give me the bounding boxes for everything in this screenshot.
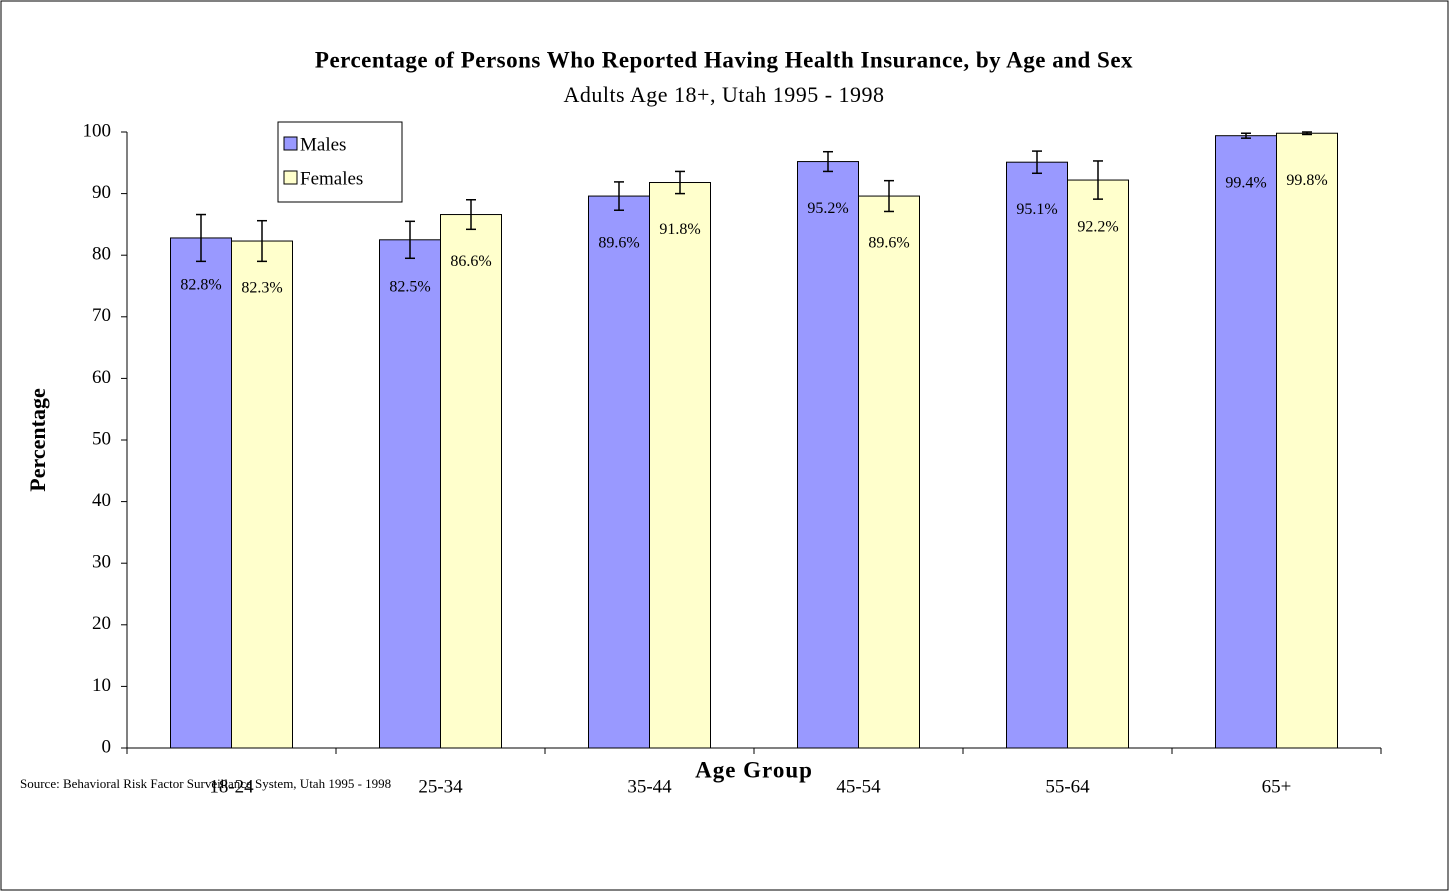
- y-tick-label: 0: [102, 736, 112, 757]
- data-label: 82.5%: [389, 278, 430, 295]
- y-tick-label: 90: [92, 182, 111, 203]
- bar: [1276, 132, 1338, 749]
- y-tick-label: 50: [92, 428, 111, 449]
- y-tick-label: 80: [92, 244, 111, 265]
- error-bar: [1093, 160, 1103, 200]
- bar: [1067, 179, 1129, 749]
- y-tick-label: 100: [83, 120, 112, 141]
- bar: [1215, 135, 1277, 749]
- legend-label: Males: [300, 134, 346, 155]
- y-tick-label: 10: [92, 675, 111, 696]
- error-bar: [823, 150, 833, 173]
- data-label: 89.6%: [868, 235, 909, 252]
- y-axis-label: Percentage: [25, 388, 50, 492]
- legend-box: [277, 121, 403, 203]
- data-label: 99.8%: [1286, 172, 1327, 189]
- x-tick-label: 45-54: [836, 776, 881, 797]
- x-tick-label: 25-34: [418, 776, 463, 797]
- y-tick-label: 60: [92, 367, 111, 388]
- y-tick-label: 20: [92, 613, 111, 634]
- legend-swatch: [283, 136, 298, 151]
- data-label: 82.8%: [180, 277, 221, 294]
- error-bar: [405, 220, 415, 260]
- error-bar: [614, 181, 624, 211]
- chart-subtitle: Adults Age 18+, Utah 1995 - 1998: [563, 82, 884, 107]
- error-bar: [1302, 131, 1312, 136]
- bar: [649, 182, 711, 749]
- x-tick-label: 35-44: [627, 776, 672, 797]
- chart-title: Percentage of Persons Who Reported Havin…: [315, 47, 1133, 72]
- data-label: 95.1%: [1016, 201, 1057, 218]
- bar: [1006, 161, 1068, 749]
- error-bar: [884, 179, 894, 213]
- error-bar: [1241, 132, 1251, 139]
- legend-swatch: [283, 170, 298, 185]
- error-bar: [196, 213, 206, 263]
- error-bar: [1032, 150, 1042, 175]
- bar: [797, 161, 859, 749]
- source-note: Source: Behavioral Risk Factor Surveilla…: [20, 776, 391, 791]
- error-bar: [466, 199, 476, 231]
- x-tick-label: 55-64: [1045, 776, 1090, 797]
- error-bar: [257, 219, 267, 263]
- data-label: 89.6%: [598, 235, 639, 252]
- x-tick-label: 18-24: [209, 776, 254, 797]
- data-label: 95.2%: [807, 200, 848, 217]
- x-tick-label: 65+: [1262, 776, 1292, 797]
- bar: [858, 195, 920, 749]
- bar: [588, 195, 650, 749]
- legend-label: Females: [300, 168, 363, 189]
- data-label: 99.4%: [1225, 174, 1266, 191]
- bar: [440, 214, 502, 749]
- data-label: 92.2%: [1077, 219, 1118, 236]
- error-bar: [675, 170, 685, 195]
- data-label: 91.8%: [659, 221, 700, 238]
- y-tick-label: 30: [92, 552, 111, 573]
- data-label: 82.3%: [241, 280, 282, 297]
- y-tick-label: 40: [92, 490, 111, 511]
- bar: [379, 239, 441, 749]
- x-axis-label: Age Group: [695, 757, 813, 782]
- data-label: 86.6%: [450, 253, 491, 270]
- y-tick-label: 70: [92, 305, 111, 326]
- bar: [170, 237, 232, 749]
- bar: [231, 240, 293, 749]
